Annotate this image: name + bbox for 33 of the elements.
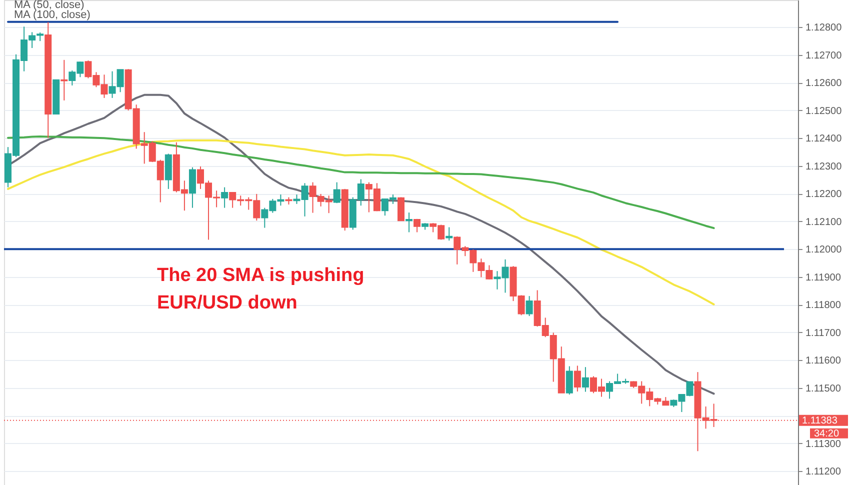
candlestick	[414, 218, 421, 233]
annotation: MA (100, close)	[14, 9, 90, 21]
candlestick	[333, 182, 340, 204]
y-tick-label: 1.12400	[806, 134, 842, 145]
candlestick	[566, 366, 573, 396]
annotation: The 20 SMA is pushing EUR/USD down	[157, 265, 364, 314]
y-tick-label: 1.11600	[806, 356, 842, 367]
line-series	[7, 136, 715, 230]
y-tick-label: 1.12700	[806, 50, 842, 62]
y-tick-label: 1.11800	[806, 300, 842, 312]
candlestick	[406, 212, 413, 233]
y-tick-label: 1.12200	[806, 189, 842, 200]
candlestick	[221, 186, 228, 208]
y-tick-label: 1.12100	[806, 216, 842, 228]
text: 34:20	[814, 428, 840, 440]
y-tick-label: 1.11900	[806, 272, 842, 284]
candlestick	[446, 226, 453, 242]
y-tick-label: 1.12300	[806, 161, 842, 172]
y-tick-label: 1.11300	[806, 438, 842, 450]
candlestick	[398, 196, 404, 222]
candlestick	[188, 166, 196, 208]
candlestick	[574, 365, 581, 392]
y-tick-label: 1.11700	[806, 328, 842, 339]
candlestick	[582, 366, 589, 392]
candlestick	[526, 296, 533, 317]
y-tick-label: 1.12600	[806, 78, 842, 90]
y-tick-label: 1.11500	[806, 383, 842, 394]
annotation: MA (50, close)	[14, 0, 84, 11]
y-tick-label: 1.12000	[806, 244, 842, 256]
y-tick-label: 1.12500	[806, 106, 842, 117]
ref-line-label: 1.11383	[802, 415, 838, 426]
y-tick-label: 1.11200	[806, 466, 842, 478]
y-tick-label: 1.12800	[806, 22, 842, 34]
